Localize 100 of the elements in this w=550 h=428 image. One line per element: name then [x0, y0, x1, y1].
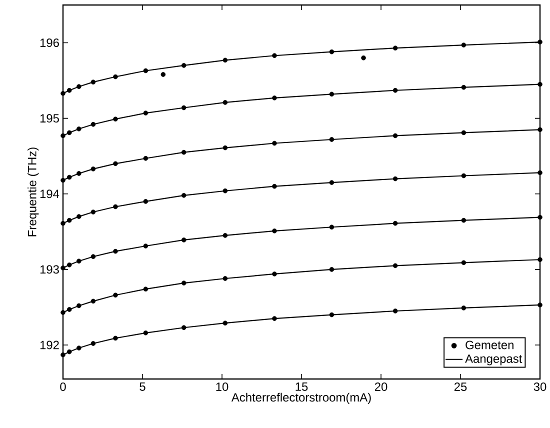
- x-tick-label: 0: [60, 382, 66, 391]
- point: [66, 262, 72, 268]
- point: [222, 145, 228, 150]
- point: [76, 214, 82, 219]
- point: [222, 58, 228, 63]
- point: [143, 110, 148, 116]
- point: [461, 306, 466, 310]
- point: [60, 220, 66, 226]
- point: [538, 82, 542, 87]
- point: [60, 310, 66, 315]
- point: [272, 272, 277, 276]
- point: [113, 336, 118, 341]
- point: [143, 199, 148, 204]
- point: [143, 68, 148, 74]
- point: [461, 173, 466, 178]
- legend-label: Gemeten: [466, 340, 514, 350]
- y-tick-label: 195: [40, 114, 59, 123]
- point: [272, 316, 277, 321]
- point: [66, 349, 72, 354]
- point: [461, 84, 466, 90]
- point: [329, 49, 334, 54]
- point: [538, 214, 542, 220]
- point: [272, 53, 277, 58]
- point: [392, 263, 398, 268]
- point: [538, 170, 542, 176]
- y-axis-title: Frequentie (THz): [28, 148, 39, 236]
- x-tick-label: 5: [140, 382, 146, 391]
- point: [76, 171, 82, 176]
- point: [329, 137, 334, 142]
- point: [181, 280, 186, 286]
- point: [361, 55, 366, 60]
- point: [181, 150, 186, 155]
- point: [90, 254, 96, 259]
- point: [76, 126, 82, 132]
- point: [90, 80, 96, 84]
- point: [272, 184, 277, 189]
- x-tick-label: 25: [454, 382, 467, 391]
- point: [392, 88, 398, 93]
- point: [392, 133, 398, 138]
- x-tick-label: 20: [374, 382, 388, 391]
- point: [90, 298, 96, 304]
- point: [60, 178, 66, 183]
- point: [60, 90, 66, 96]
- point: [90, 122, 96, 127]
- point: [76, 84, 82, 89]
- point: [538, 40, 542, 44]
- point: [392, 46, 398, 50]
- point: [329, 224, 334, 230]
- point: [181, 105, 186, 110]
- point: [461, 42, 466, 48]
- point: [143, 244, 148, 248]
- y-tick-label: 196: [40, 38, 59, 47]
- point: [143, 330, 148, 336]
- point: [90, 210, 96, 214]
- point: [222, 188, 228, 194]
- point: [181, 238, 186, 242]
- x-axis-title: Achterreflectorstroom(mA): [231, 392, 371, 404]
- point: [113, 292, 118, 298]
- y-tick-label: 192: [40, 340, 59, 350]
- point: [66, 130, 72, 136]
- x-tick-label: 15: [296, 382, 308, 391]
- point: [66, 174, 72, 180]
- point: [160, 72, 166, 77]
- point: [90, 166, 96, 172]
- point: [113, 74, 118, 80]
- point: [76, 346, 82, 350]
- point: [392, 308, 398, 314]
- point: [181, 193, 186, 198]
- point: [222, 233, 228, 238]
- point: [538, 302, 542, 308]
- point: [538, 127, 542, 132]
- point: [272, 140, 277, 146]
- point: [461, 260, 466, 266]
- point: [181, 325, 186, 330]
- point: [143, 156, 148, 161]
- point: [66, 307, 72, 312]
- point: [66, 218, 72, 223]
- point: [76, 303, 82, 308]
- point: [329, 180, 334, 185]
- point: [272, 96, 277, 100]
- point: [222, 100, 228, 105]
- point: [272, 228, 277, 234]
- point: [113, 204, 118, 210]
- point: [392, 220, 398, 226]
- point: [329, 92, 334, 97]
- point: [181, 63, 186, 68]
- point: [90, 341, 96, 346]
- point: [538, 257, 542, 262]
- point: [66, 88, 72, 93]
- point: [113, 161, 118, 166]
- point: [76, 258, 82, 264]
- point: [461, 218, 466, 223]
- point: [329, 267, 334, 272]
- point: [222, 276, 228, 281]
- point: [113, 116, 118, 122]
- point: [461, 130, 466, 136]
- y-tick-label: 194: [40, 190, 60, 198]
- point: [143, 286, 148, 292]
- point: [113, 248, 118, 254]
- point: [60, 133, 66, 138]
